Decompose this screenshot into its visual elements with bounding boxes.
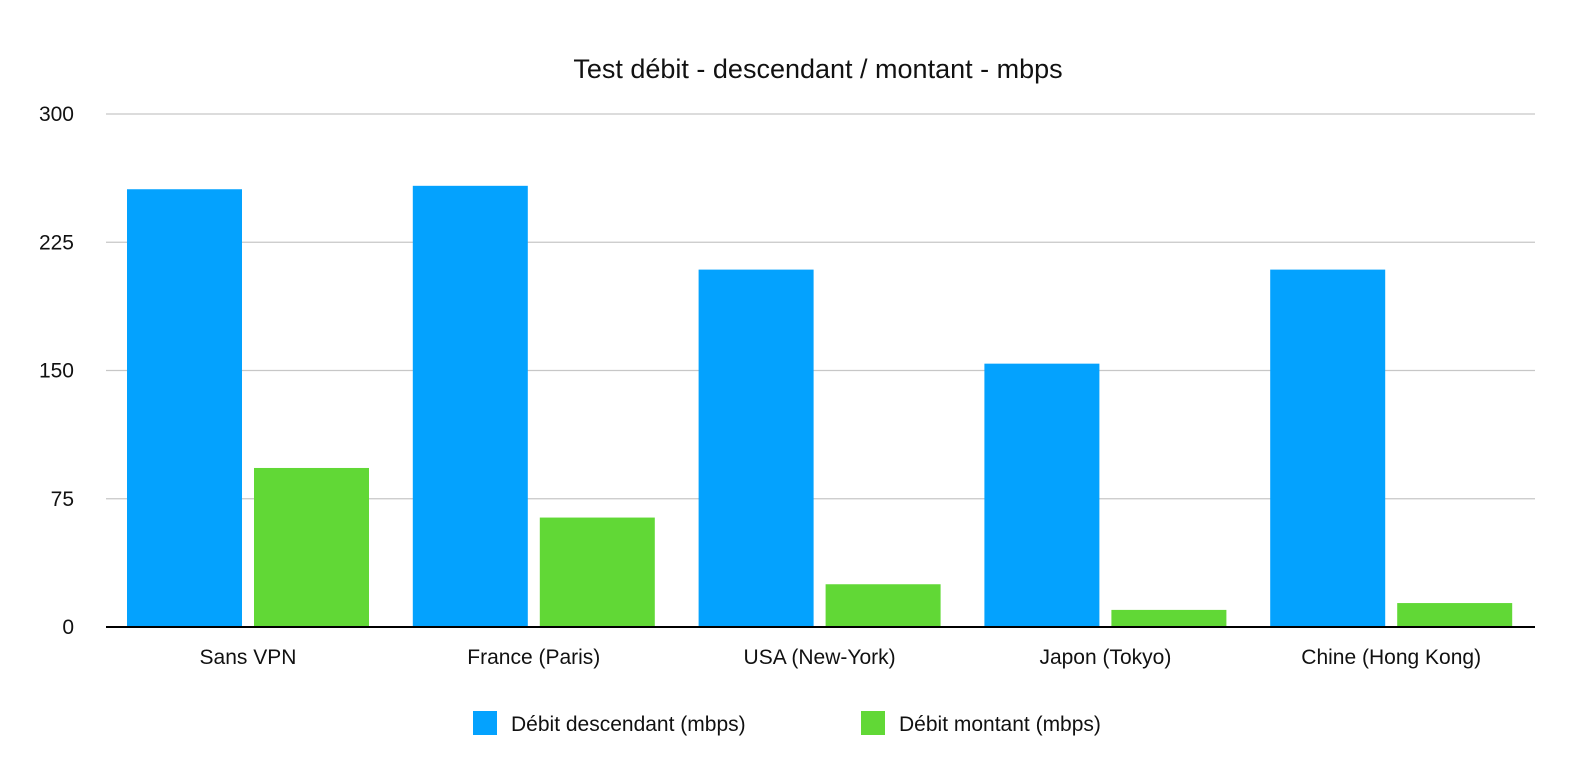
bar-upload-2 xyxy=(825,584,941,627)
bar-upload-1 xyxy=(539,517,655,627)
y-tick-label: 0 xyxy=(62,616,74,639)
bar-upload-4 xyxy=(1397,603,1513,627)
legend-label: Débit montant (mbps) xyxy=(899,713,1101,736)
legend-swatch xyxy=(473,711,497,735)
legend-label: Débit descendant (mbps) xyxy=(511,713,746,736)
y-tick-label: 300 xyxy=(39,103,74,126)
y-tick-label: 150 xyxy=(39,360,74,383)
y-tick-label: 75 xyxy=(51,488,74,511)
chart-title: Test débit - descendant / montant - mbps xyxy=(573,54,1062,84)
bar-upload-0 xyxy=(254,467,369,627)
x-tick-label: Sans VPN xyxy=(200,646,297,669)
y-axis-ticks: 0 75 150 225 300 xyxy=(39,103,74,639)
bar-download-1 xyxy=(412,185,528,627)
x-tick-label: France (Paris) xyxy=(467,646,600,669)
bar-download-2 xyxy=(698,269,814,627)
bar-download-0 xyxy=(127,189,242,628)
legend-swatch xyxy=(861,711,885,735)
bars xyxy=(127,185,1513,628)
x-tick-label: Chine (Hong Kong) xyxy=(1301,646,1481,669)
y-tick-label: 225 xyxy=(39,231,74,254)
legend: Débit descendant (mbps) Débit montant (mb… xyxy=(473,711,1101,736)
x-tick-label: Japon (Tokyo) xyxy=(1039,646,1171,669)
bar-download-4 xyxy=(1270,269,1386,627)
x-axis-labels: Sans VPN France (Paris) USA (New-York) Japo… xyxy=(200,646,1482,669)
x-tick-label: USA (New-York) xyxy=(744,646,896,669)
bar-download-3 xyxy=(984,363,1100,627)
bar-upload-3 xyxy=(1111,609,1227,627)
